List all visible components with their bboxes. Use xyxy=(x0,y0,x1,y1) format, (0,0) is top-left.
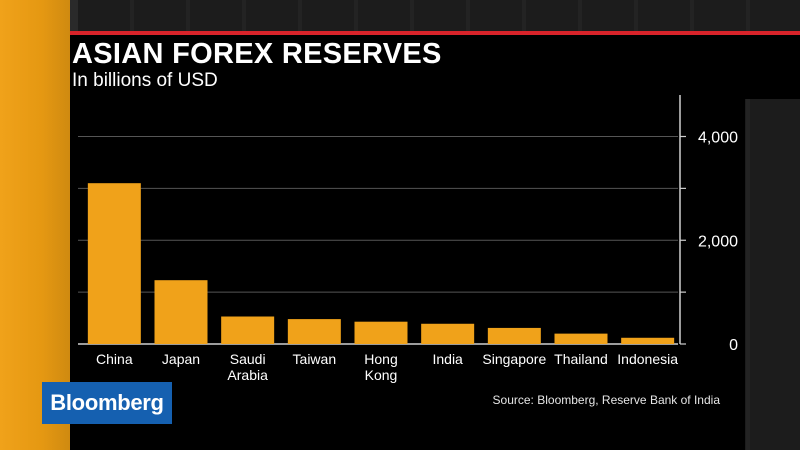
source-note: Source: Bloomberg, Reserve Bank of India xyxy=(492,393,720,407)
category-label: India xyxy=(432,351,463,367)
bar xyxy=(354,321,408,344)
bar xyxy=(487,327,541,344)
category-label: Saudi xyxy=(230,351,266,367)
bar xyxy=(554,333,608,344)
category-label: Thailand xyxy=(554,351,608,367)
chart-subtitle: In billions of USD xyxy=(72,70,218,91)
axis-panel xyxy=(680,99,744,359)
y-tick-label: 2,000 xyxy=(698,233,738,250)
y-tick-label: 4,000 xyxy=(698,130,738,147)
category-label: Kong xyxy=(365,367,398,383)
y-tick-label: 0 xyxy=(729,337,738,354)
header-panel xyxy=(70,35,800,99)
bar xyxy=(621,337,675,344)
header-rule xyxy=(70,31,800,35)
category-label: Taiwan xyxy=(293,351,337,367)
category-label: China xyxy=(96,351,133,367)
bar xyxy=(287,319,341,344)
chart-title: ASIAN FOREX RESERVES xyxy=(72,38,442,70)
left-accent-band xyxy=(0,0,70,450)
bar xyxy=(421,323,475,344)
category-label: Hong xyxy=(364,351,397,367)
category-label: Arabia xyxy=(227,367,268,383)
chart-panel xyxy=(70,99,745,450)
category-label: Indonesia xyxy=(617,351,678,367)
category-label: Japan xyxy=(162,351,200,367)
bar xyxy=(221,316,275,344)
bar xyxy=(87,183,141,344)
bloomberg-logo: Bloomberg xyxy=(42,382,172,424)
bar xyxy=(154,280,208,344)
category-label: Singapore xyxy=(482,351,546,367)
logo-text: Bloomberg xyxy=(50,390,164,415)
